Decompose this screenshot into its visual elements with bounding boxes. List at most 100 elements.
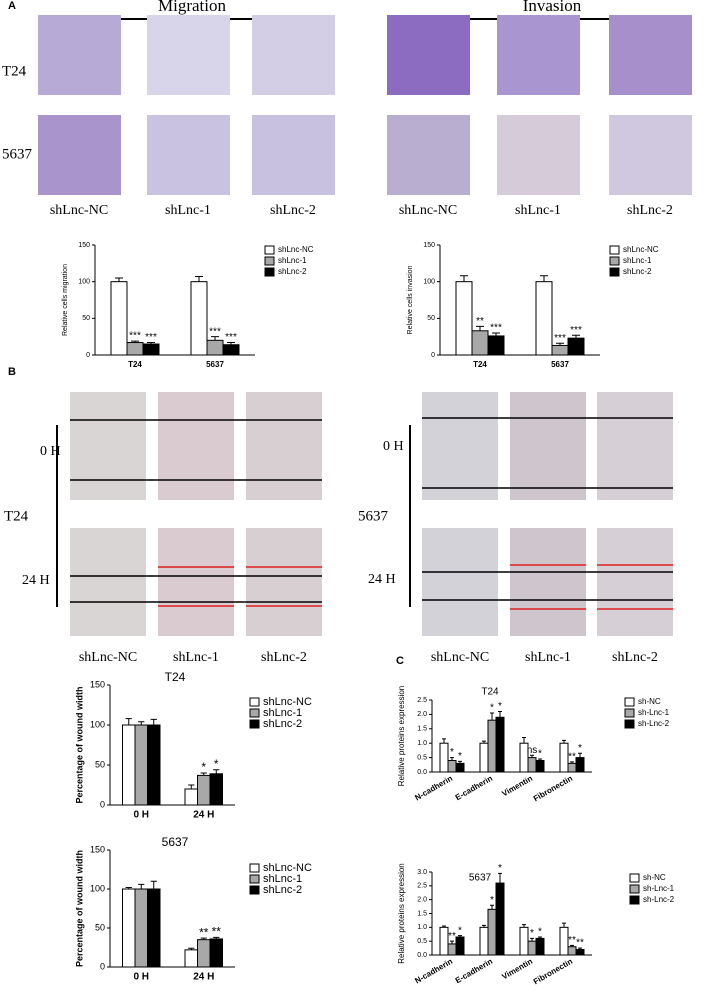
error-bar: [138, 883, 145, 889]
y-tick-label: 100: [78, 279, 90, 286]
column-label: shLnc-2: [261, 650, 307, 665]
error-bar: [578, 947, 582, 950]
significance: *: [214, 757, 219, 771]
significance: *: [498, 863, 502, 874]
y-tick-label: 1.5: [417, 726, 427, 733]
error-bar: [150, 718, 157, 725]
significance: **: [568, 752, 576, 763]
x-tick-label: Fibronectin: [532, 774, 574, 804]
error-bar: [492, 332, 500, 336]
significance: **: [448, 931, 456, 942]
y-tick-label: 2.5: [417, 697, 427, 704]
bar: [455, 281, 473, 356]
error-bar: [213, 936, 220, 939]
heading: Migration: [158, 0, 226, 15]
micrograph: [387, 15, 470, 95]
panel-letter: B: [8, 366, 16, 378]
bar: [122, 724, 136, 806]
wound-image: [422, 528, 498, 636]
legend-swatch: [624, 708, 635, 718]
legend-label: shLnc-1: [278, 256, 307, 265]
legend-label: shLnc-1: [623, 256, 652, 265]
y-tick-label: 150: [423, 242, 435, 249]
bar: [527, 757, 537, 773]
significance: *: [498, 701, 502, 712]
error-bar: [460, 275, 468, 282]
legend-swatch: [249, 863, 260, 873]
y-tick-label: 1.0: [417, 924, 427, 931]
column-label: shLnc-1: [515, 203, 561, 218]
panel-letter: A: [8, 0, 16, 12]
significance: ***: [554, 333, 566, 344]
y-tick-label: 150: [90, 679, 105, 689]
chart-title: T24: [481, 687, 499, 698]
bar: [471, 330, 489, 356]
x-tick-label: 5637: [551, 360, 569, 369]
error-bar: [188, 947, 195, 950]
significance: *: [530, 928, 534, 939]
bar: [559, 926, 569, 956]
y-tick-label: 150: [78, 242, 90, 249]
error-bar: [188, 784, 195, 789]
error-bar: [442, 738, 446, 744]
bar: [197, 939, 211, 968]
time-label: 24 H: [368, 572, 396, 587]
y-tick-label: 150: [90, 844, 105, 854]
bar: [519, 926, 529, 956]
bar: [197, 774, 211, 806]
y-tick-label: 50: [95, 759, 105, 769]
bar: [439, 742, 449, 773]
micrograph: [252, 115, 335, 195]
y-tick-label: 0: [86, 352, 90, 359]
wound-image: [246, 392, 322, 500]
significance: **: [212, 925, 222, 939]
legend-swatch: [609, 267, 620, 277]
line-label: T24: [4, 508, 29, 524]
y-axis-label: Relative cells migration: [62, 264, 69, 336]
y-axis-label: Percentage of wound width: [74, 850, 84, 967]
significance: ***: [490, 323, 502, 334]
significance: ***: [145, 332, 157, 343]
column-label: shLnc-NC: [399, 203, 457, 218]
wound-image: [510, 528, 586, 636]
bar: [567, 946, 577, 956]
significance: **: [476, 316, 484, 327]
legend-label: shLnc-2: [278, 267, 307, 276]
bar: [447, 943, 457, 956]
error-bar: [498, 711, 502, 718]
error-bar: [490, 904, 494, 910]
significance: *: [458, 751, 462, 762]
legend-label: sh-Lnc-2: [643, 895, 675, 904]
legend-swatch: [624, 697, 635, 707]
bar: [126, 342, 144, 356]
error-bar: [195, 276, 203, 282]
bar: [190, 281, 208, 356]
legend-label: sh-NC: [643, 873, 666, 882]
bar: [575, 948, 585, 956]
legend-label: shLnc-NC: [263, 862, 312, 874]
y-tick-label: 0.5: [417, 938, 427, 945]
legend-swatch: [609, 245, 620, 255]
legend-swatch: [609, 256, 620, 266]
x-tick-label: T24: [473, 360, 487, 369]
legend-label: sh-NC: [638, 697, 661, 706]
error-bar: [476, 325, 484, 331]
column-label: shLnc-2: [270, 203, 316, 218]
x-tick-label: 24 H: [193, 810, 214, 821]
legend-swatch: [624, 719, 635, 729]
legend-label: shLnc-2: [623, 267, 652, 276]
significance: ***: [570, 325, 582, 336]
error-bar: [147, 342, 155, 344]
x-tick-label: 24 H: [193, 972, 214, 983]
panel-letter: C: [396, 655, 404, 667]
wound-image: [510, 392, 586, 500]
x-tick-label: 0 H: [133, 810, 149, 821]
y-tick-label: 0.0: [417, 952, 427, 959]
row-label: T24: [2, 63, 27, 79]
x-tick-label: E-cadherin: [454, 774, 494, 803]
bar: [439, 926, 449, 956]
x-tick-label: N-cadherin: [413, 774, 454, 803]
legend-swatch: [249, 719, 260, 729]
y-tick-label: 2.0: [417, 897, 427, 904]
